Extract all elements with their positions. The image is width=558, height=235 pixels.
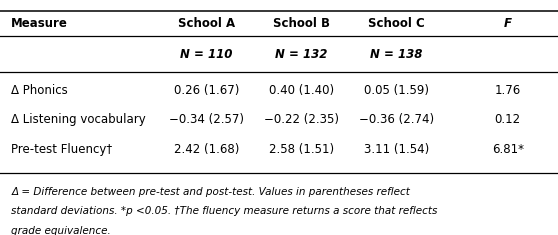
- Text: 0.12: 0.12: [495, 113, 521, 126]
- Text: N = 110: N = 110: [180, 47, 233, 61]
- Text: 3.11 (1.54): 3.11 (1.54): [364, 143, 429, 156]
- Text: 0.40 (1.40): 0.40 (1.40): [269, 84, 334, 97]
- Text: Pre-test Fluency†: Pre-test Fluency†: [11, 143, 112, 156]
- Text: 2.42 (1.68): 2.42 (1.68): [174, 143, 239, 156]
- Text: School C: School C: [368, 17, 425, 30]
- Text: 1.76: 1.76: [494, 84, 521, 97]
- Text: N = 138: N = 138: [370, 47, 422, 61]
- Text: Measure: Measure: [11, 17, 68, 30]
- Text: Δ Phonics: Δ Phonics: [11, 84, 68, 97]
- Text: 6.81*: 6.81*: [492, 143, 524, 156]
- Text: −0.34 (2.57): −0.34 (2.57): [169, 113, 244, 126]
- Text: Δ Listening vocabulary: Δ Listening vocabulary: [11, 113, 146, 126]
- Text: School A: School A: [178, 17, 235, 30]
- Text: −0.36 (2.74): −0.36 (2.74): [359, 113, 434, 126]
- Text: grade equivalence.: grade equivalence.: [11, 227, 111, 235]
- Text: 2.58 (1.51): 2.58 (1.51): [269, 143, 334, 156]
- Text: standard deviations. *p <0.05. †The fluency measure returns a score that reflect: standard deviations. *p <0.05. †The flue…: [11, 207, 437, 216]
- Text: School B: School B: [273, 17, 330, 30]
- Text: N = 132: N = 132: [275, 47, 328, 61]
- Text: 0.26 (1.67): 0.26 (1.67): [174, 84, 239, 97]
- Text: 0.05 (1.59): 0.05 (1.59): [364, 84, 429, 97]
- Text: Δ = Difference between pre-test and post-test. Values in parentheses reflect: Δ = Difference between pre-test and post…: [11, 187, 410, 196]
- Text: F: F: [504, 17, 512, 30]
- Text: −0.22 (2.35): −0.22 (2.35): [264, 113, 339, 126]
